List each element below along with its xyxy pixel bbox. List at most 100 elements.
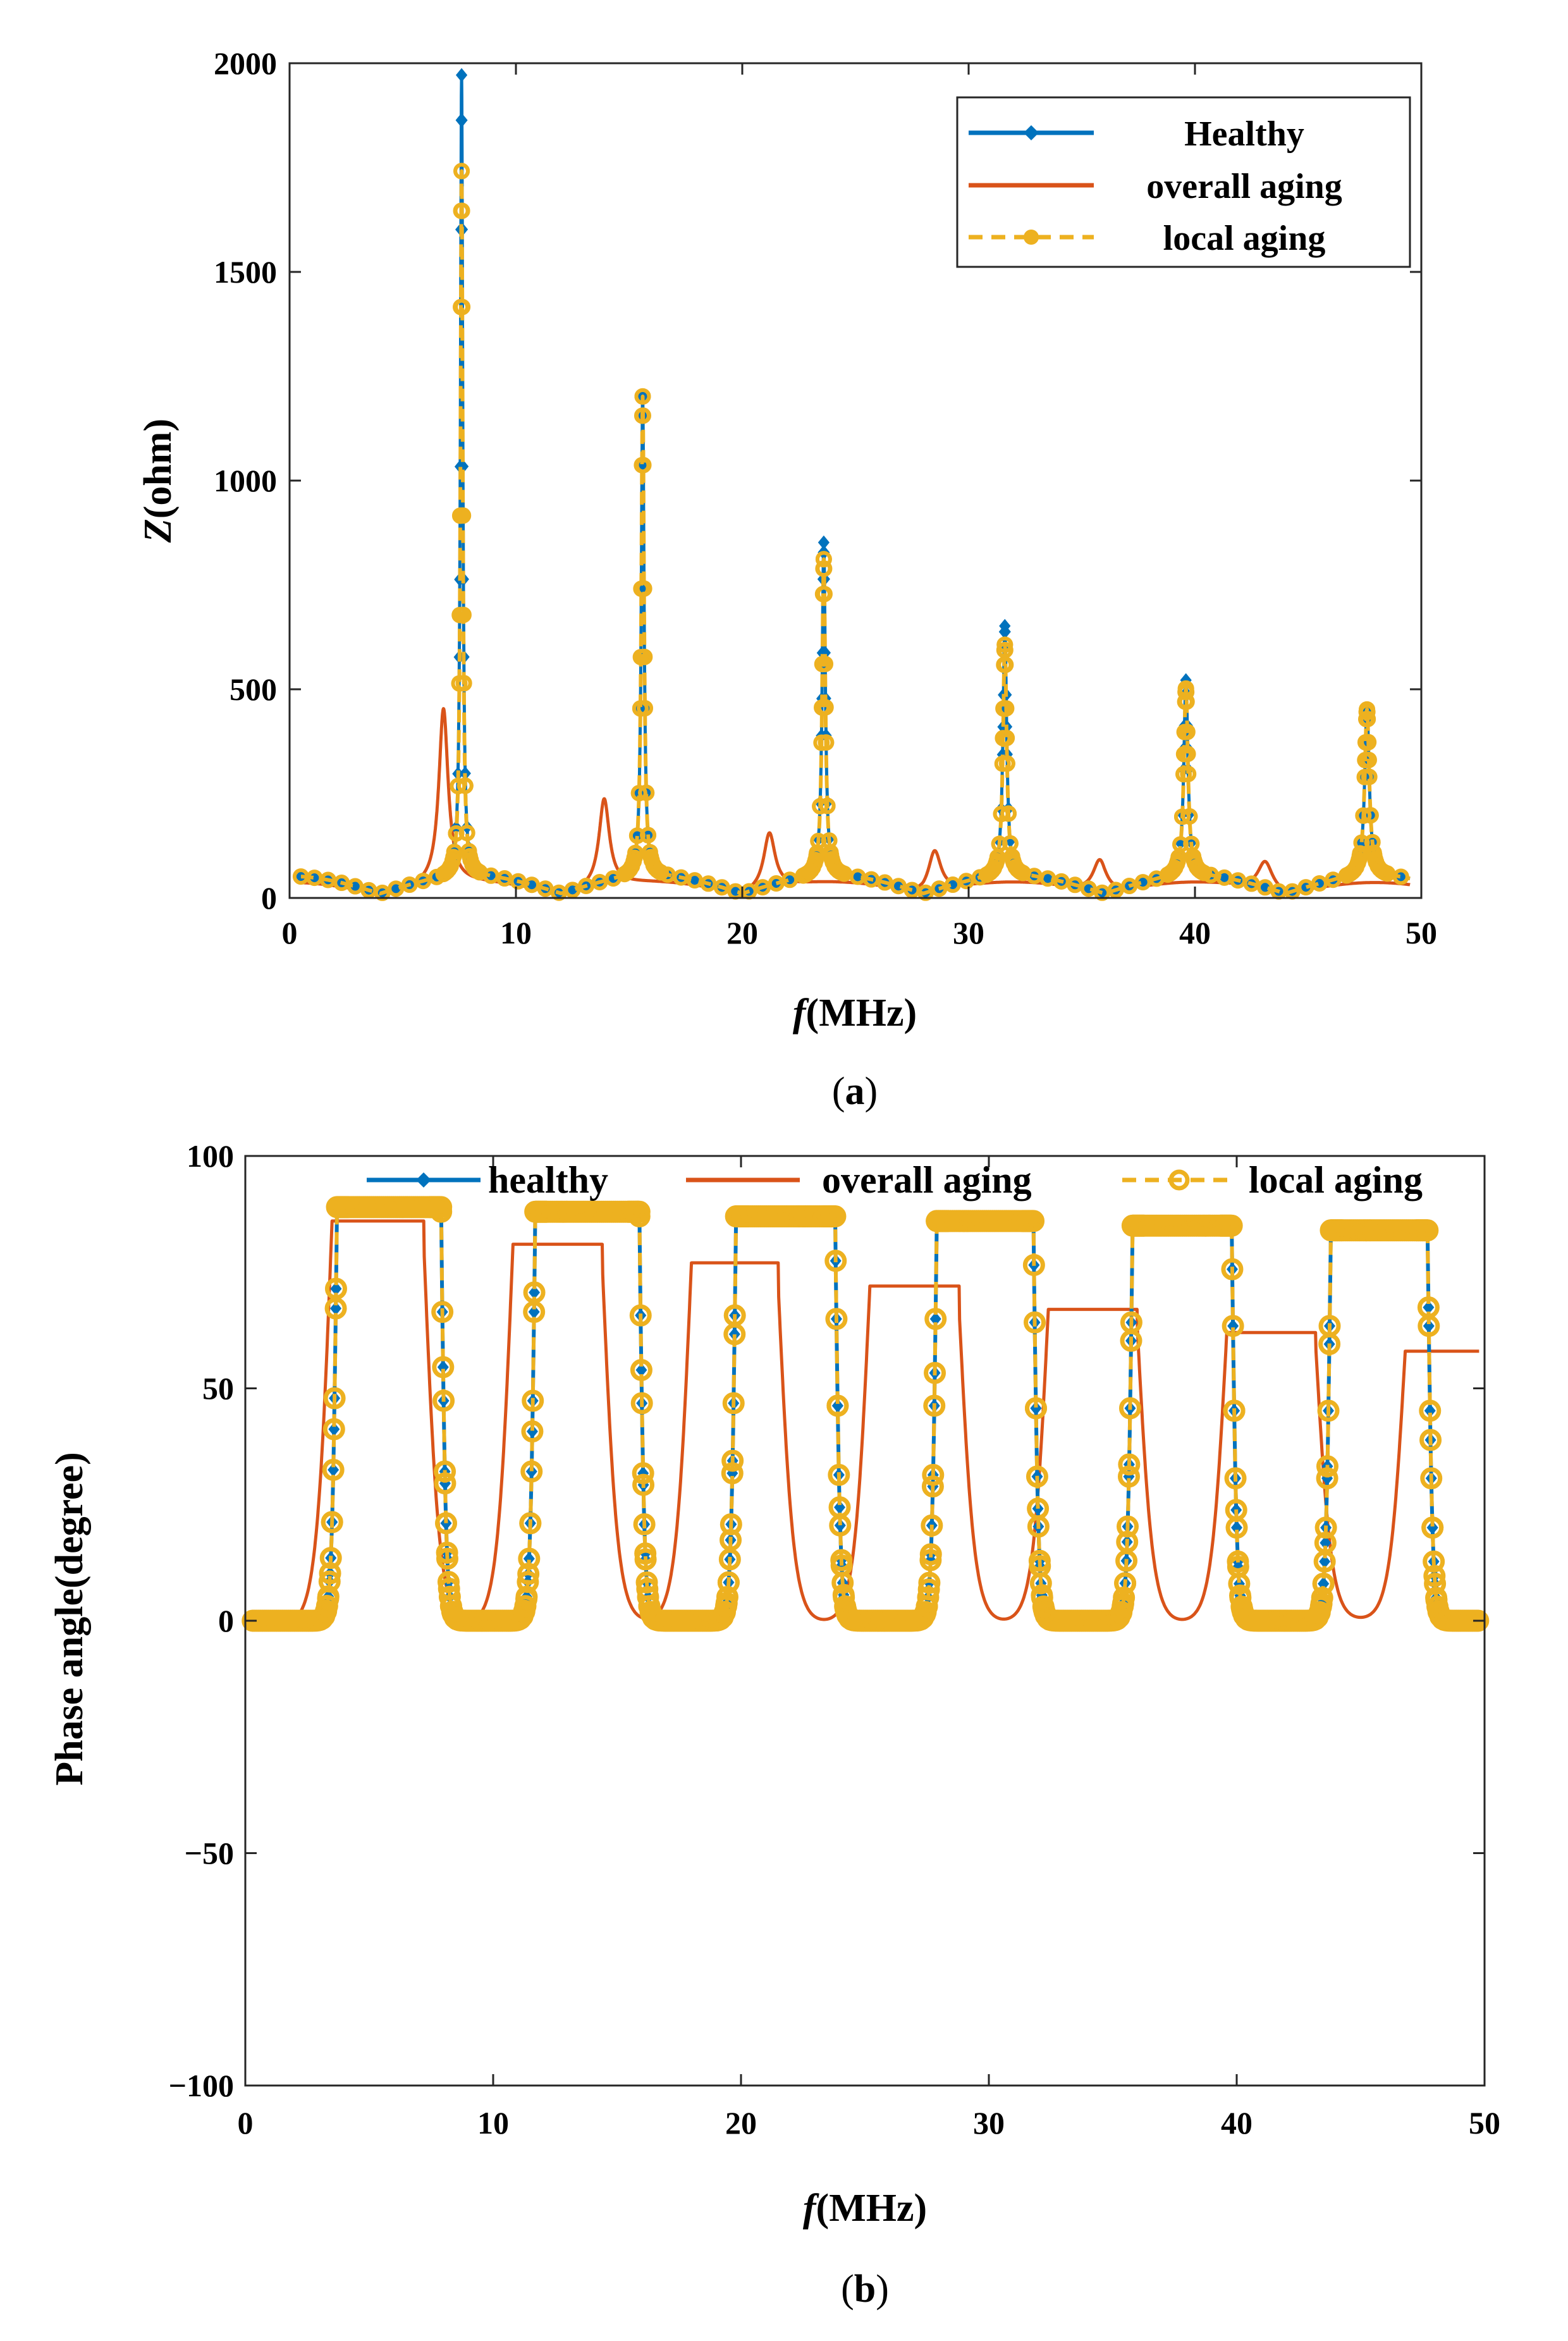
chart-b-marker-healthy <box>929 1312 941 1326</box>
chart-b-marker-local-aging <box>916 1595 938 1618</box>
chart-b-ytick-label: 0 <box>218 1603 234 1638</box>
chart-b-marker-local-aging <box>736 1205 759 1228</box>
chart-b-marker-local-aging <box>1022 1210 1045 1232</box>
chart-a-marker-local-aging <box>833 864 850 882</box>
chart-b-ytick-label: −50 <box>185 1836 235 1871</box>
legend-b-local-aging-swatch <box>1122 1169 1236 1191</box>
chart-b-marker-local-aging <box>824 1205 847 1228</box>
chart-a-marker-local-aging <box>636 648 653 665</box>
chart-b-marker-local-aging <box>716 1586 738 1609</box>
chart-a-marker-local-aging <box>781 871 799 888</box>
chart-b-ytick-label: 100 <box>187 1138 234 1174</box>
chart-a-xtick-label: 30 <box>953 915 984 950</box>
chart-a-series-markers-local-aging <box>292 163 1409 901</box>
chart-b-marker-local-aging <box>921 1475 944 1498</box>
chart-b-marker-local-aging <box>924 1308 947 1330</box>
chart-b-marker-local-aging <box>1420 1467 1443 1490</box>
chart-a-ytick-label: 2000 <box>214 46 277 81</box>
chart-b-marker-local-aging <box>1224 1467 1247 1490</box>
chart-b-marker-healthy <box>1319 1554 1331 1569</box>
chart-a-marker-local-aging <box>1014 864 1031 882</box>
chart-a-marker-local-aging <box>713 879 730 896</box>
chart-b-marker-local-aging <box>1115 1549 1138 1572</box>
chart-a-marker-local-aging <box>625 853 642 870</box>
chart-b-marker-local-aging <box>434 1472 456 1495</box>
chart-a-ytick-label: 500 <box>230 672 277 707</box>
chart-b-series-line-overall-aging <box>252 1219 1481 1627</box>
chart-b-marker-local-aging <box>1117 1465 1140 1488</box>
chart-a-marker-local-aging <box>815 551 832 568</box>
chart-b-marker-local-aging <box>437 1571 460 1594</box>
chart-a-marker-local-aging <box>635 407 652 424</box>
chart-b-marker-local-aging <box>830 1549 853 1571</box>
chart-b-caption: (b) <box>841 2268 889 2311</box>
chart-b-marker-local-aging <box>1033 1601 1056 1623</box>
chart-b-marker-local-aging <box>432 1389 455 1412</box>
chart-a-marker-local-aging <box>1179 723 1196 740</box>
chart-b-marker-local-aging <box>825 1308 848 1330</box>
chart-a-marker-local-aging <box>455 675 472 692</box>
chart-b-marker-local-aging <box>535 1200 558 1223</box>
chart-a-marker-local-aging <box>1196 864 1213 882</box>
chart-b-marker-local-aging <box>1311 1587 1333 1609</box>
chart-b-marker-local-aging <box>435 1512 458 1535</box>
chart-b-marker-healthy <box>728 1327 740 1341</box>
chart-b-marker-local-aging <box>1229 1587 1252 1609</box>
chart-a-marker-local-aging <box>998 700 1015 717</box>
chart-a-marker-local-aging <box>998 755 1015 772</box>
chart-b-ylabel: Phase angle(degree) <box>48 1452 91 1785</box>
chart-a-marker-local-aging <box>637 699 654 716</box>
chart-a-marker-local-aging <box>640 826 657 844</box>
chart-a-marker-local-aging <box>996 636 1014 653</box>
chart-a-marker-local-aging <box>471 864 488 881</box>
chart-b-marker-local-aging <box>634 1548 657 1571</box>
chart-a-marker-local-aging <box>564 882 581 899</box>
chart-b-marker-local-aging <box>1424 1572 1447 1595</box>
chart-b-marker-local-aging <box>321 1511 343 1533</box>
chart-b-marker-local-aging <box>639 1601 662 1623</box>
chart-b-marker-local-aging <box>1024 1311 1046 1334</box>
chart-b-marker-local-aging <box>1223 1399 1246 1422</box>
chart-b-marker-local-aging <box>829 1514 852 1537</box>
chart-b-marker-healthy <box>831 1399 843 1413</box>
chart-b-xtick-label: 30 <box>973 2105 1005 2141</box>
chart-a-marker-local-aging <box>1080 880 1097 897</box>
chart-a-xtick-label: 20 <box>726 915 758 950</box>
chart-b-marker-local-aging <box>1113 1586 1136 1609</box>
chart-b-marker-healthy <box>330 1281 342 1296</box>
chart-a-marker-local-aging <box>812 797 829 814</box>
chart-a-marker-local-aging <box>1325 871 1342 888</box>
chart-b-ticks: 0 10 20 30 40 50 −100 −50 0 50 100 <box>169 1138 1501 2141</box>
chart-b-marker-local-aging <box>714 1595 737 1618</box>
chart-a-marker-local-aging <box>997 656 1014 673</box>
legend-local-aging-swatch <box>969 230 1094 245</box>
chart-a-marker-local-aging <box>818 734 835 751</box>
chart-a-marker-local-aging <box>455 606 472 624</box>
chart-b-marker-local-aging <box>1225 1516 1248 1539</box>
chart-b-marker-healthy <box>1227 1318 1239 1333</box>
chart-b-marker-local-aging <box>1313 1550 1336 1573</box>
chart-a-xtick-label: 0 <box>282 915 298 950</box>
chart-a-marker-local-aging <box>819 797 836 814</box>
chart-b-marker-local-aging <box>628 1200 651 1223</box>
chart-b-marker-local-aging <box>323 1387 346 1410</box>
chart-a-marker-local-aging <box>1360 734 1377 751</box>
chart-a-marker-local-aging <box>931 880 948 897</box>
chart-a-marker-local-aging <box>1180 765 1197 782</box>
chart-a-marker-local-aging <box>415 873 432 890</box>
chart-b-marker-healthy <box>834 1518 846 1533</box>
chart-b-marker-healthy <box>1426 1520 1438 1535</box>
chart-a-marker-local-aging <box>1181 808 1198 825</box>
chart-b-marker-local-aging <box>824 1250 847 1272</box>
chart-b-marker-local-aging <box>922 1463 945 1486</box>
chart-a-marker-local-aging <box>630 785 647 802</box>
chart-b-marker-local-aging <box>721 1462 744 1485</box>
chart-b-marker-local-aging <box>924 1361 946 1384</box>
chart-b-marker-healthy <box>1030 1401 1042 1415</box>
chart-b-marker-local-aging <box>1028 1549 1051 1572</box>
chart-b-marker-local-aging <box>1112 1595 1134 1618</box>
chart-a-marker-local-aging <box>917 884 934 901</box>
chart-a-marker-local-aging <box>1360 751 1377 768</box>
chart-b-marker-local-aging <box>517 1571 539 1594</box>
chart-b-marker-healthy <box>1423 1318 1435 1333</box>
